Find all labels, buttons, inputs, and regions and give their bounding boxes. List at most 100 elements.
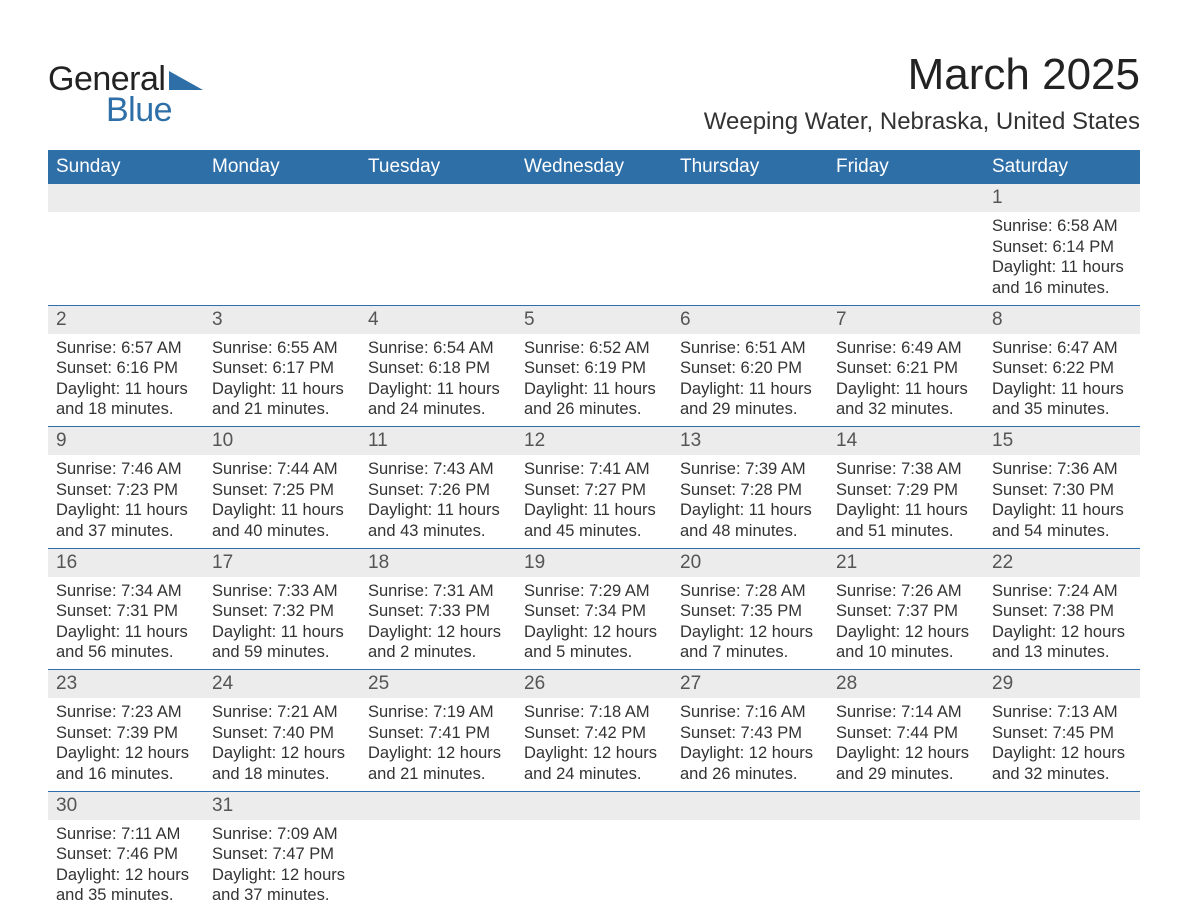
sunrise-line: Sunrise: 7:46 AM [56, 459, 198, 480]
day-number: 9 [56, 430, 67, 451]
day-number-cell: 25 [360, 670, 516, 699]
sunset-line: Sunset: 6:22 PM [992, 358, 1134, 379]
day-header-row: Sunday Monday Tuesday Wednesday Thursday… [48, 150, 1140, 184]
day-number-cell: 6 [672, 305, 828, 334]
sunset-line: Sunset: 7:23 PM [56, 480, 198, 501]
day-header: Monday [204, 150, 360, 184]
sunrise-line: Sunrise: 6:57 AM [56, 338, 198, 359]
daylight-line: Daylight: 12 hours and 29 minutes. [836, 743, 978, 784]
day-number: 19 [524, 552, 545, 573]
sunset-line: Sunset: 7:46 PM [56, 844, 198, 865]
day-details-cell [672, 212, 828, 305]
daylight-line: Daylight: 12 hours and 16 minutes. [56, 743, 198, 784]
day-number-cell [516, 791, 672, 820]
daylight-line: Daylight: 11 hours and 45 minutes. [524, 500, 666, 541]
day-number-cell: 30 [48, 791, 204, 820]
sunrise-line: Sunrise: 7:23 AM [56, 702, 198, 723]
daylight-line: Daylight: 11 hours and 18 minutes. [56, 379, 198, 420]
day-details-cell: Sunrise: 7:43 AMSunset: 7:26 PMDaylight:… [360, 455, 516, 548]
sunset-line: Sunset: 7:31 PM [56, 601, 198, 622]
day-details-cell: Sunrise: 7:23 AMSunset: 7:39 PMDaylight:… [48, 698, 204, 791]
day-details-cell: Sunrise: 7:34 AMSunset: 7:31 PMDaylight:… [48, 577, 204, 670]
day-number: 1 [992, 187, 1003, 208]
day-number: 24 [212, 673, 233, 694]
day-number-cell: 21 [828, 548, 984, 577]
sunset-line: Sunset: 7:33 PM [368, 601, 510, 622]
day-details-cell [516, 212, 672, 305]
daylight-line: Daylight: 11 hours and 59 minutes. [212, 622, 354, 663]
day-details-cell: Sunrise: 6:54 AMSunset: 6:18 PMDaylight:… [360, 334, 516, 427]
day-details-cell [672, 820, 828, 913]
daylight-line: Daylight: 12 hours and 7 minutes. [680, 622, 822, 663]
day-number-cell: 1 [984, 184, 1140, 212]
title-block: March 2025 Weeping Water, Nebraska, Unit… [704, 30, 1140, 136]
day-number-cell: 22 [984, 548, 1140, 577]
daylight-line: Daylight: 12 hours and 32 minutes. [992, 743, 1134, 784]
day-number-cell: 18 [360, 548, 516, 577]
day-number: 17 [212, 552, 233, 573]
day-number: 7 [836, 309, 847, 330]
sunset-line: Sunset: 7:25 PM [212, 480, 354, 501]
sunrise-line: Sunrise: 6:51 AM [680, 338, 822, 359]
sunrise-line: Sunrise: 7:31 AM [368, 581, 510, 602]
sunset-line: Sunset: 7:42 PM [524, 723, 666, 744]
day-details-cell: Sunrise: 7:24 AMSunset: 7:38 PMDaylight:… [984, 577, 1140, 670]
sunrise-line: Sunrise: 7:09 AM [212, 824, 354, 845]
sunrise-line: Sunrise: 7:26 AM [836, 581, 978, 602]
sunset-line: Sunset: 7:38 PM [992, 601, 1134, 622]
day-details-cell: Sunrise: 6:52 AMSunset: 6:19 PMDaylight:… [516, 334, 672, 427]
sunset-line: Sunset: 7:28 PM [680, 480, 822, 501]
day-details-cell: Sunrise: 7:14 AMSunset: 7:44 PMDaylight:… [828, 698, 984, 791]
day-details-cell [516, 820, 672, 913]
day-details-cell: Sunrise: 6:57 AMSunset: 6:16 PMDaylight:… [48, 334, 204, 427]
day-details-row: Sunrise: 7:46 AMSunset: 7:23 PM Daylight:… [48, 455, 1140, 548]
day-number-cell: 27 [672, 670, 828, 699]
day-details-row: Sunrise: 7:34 AMSunset: 7:31 PMDaylight:… [48, 577, 1140, 670]
sunrise-line: Sunrise: 7:21 AM [212, 702, 354, 723]
day-details-cell: Sunrise: 6:47 AMSunset: 6:22 PMDaylight:… [984, 334, 1140, 427]
sunrise-line: Sunrise: 6:58 AM [992, 216, 1134, 237]
day-number-cell: 12 [516, 427, 672, 456]
day-details-row: Sunrise: 7:23 AMSunset: 7:39 PMDaylight:… [48, 698, 1140, 791]
sunrise-line: Sunrise: 7:14 AM [836, 702, 978, 723]
sunset-line: Sunset: 7:39 PM [56, 723, 198, 744]
day-number-cell [48, 184, 204, 212]
daylight-line: Daylight: 11 hours and 32 minutes. [836, 379, 978, 420]
day-details-cell: Sunrise: 6:55 AMSunset: 6:17 PMDaylight:… [204, 334, 360, 427]
day-number: 3 [212, 309, 223, 330]
sunrise-line: Sunrise: 7:36 AM [992, 459, 1134, 480]
day-number-cell [984, 791, 1140, 820]
daylight-line: Daylight: 12 hours and 26 minutes. [680, 743, 822, 784]
day-details-cell: Sunrise: 7:18 AMSunset: 7:42 PMDaylight:… [516, 698, 672, 791]
day-number-cell [360, 184, 516, 212]
day-details-cell: Sunrise: 6:51 AMSunset: 6:20 PMDaylight:… [672, 334, 828, 427]
day-number-row: 9101112131415 [48, 427, 1140, 456]
day-number: 15 [992, 430, 1013, 451]
day-details-cell [48, 212, 204, 305]
sunrise-line: Sunrise: 7:29 AM [524, 581, 666, 602]
sunset-line: Sunset: 7:32 PM [212, 601, 354, 622]
day-number-cell: 24 [204, 670, 360, 699]
sunset-line: Sunset: 7:34 PM [524, 601, 666, 622]
day-number-cell: 10 [204, 427, 360, 456]
day-number-cell: 16 [48, 548, 204, 577]
sunrise-line: Sunrise: 7:28 AM [680, 581, 822, 602]
day-details-cell: Sunrise: 7:13 AMSunset: 7:45 PMDaylight:… [984, 698, 1140, 791]
day-number-cell: 9 [48, 427, 204, 456]
sunrise-line: Sunrise: 6:47 AM [992, 338, 1134, 359]
sunrise-line: Sunrise: 6:52 AM [524, 338, 666, 359]
daylight-line: Daylight: 11 hours and 51 minutes. [836, 500, 978, 541]
day-number: 22 [992, 552, 1013, 573]
day-header: Saturday [984, 150, 1140, 184]
day-details-cell: Sunrise: 7:28 AMSunset: 7:35 PMDaylight:… [672, 577, 828, 670]
daylight-line: Daylight: 12 hours and 21 minutes. [368, 743, 510, 784]
day-number-cell: 8 [984, 305, 1140, 334]
day-number: 16 [56, 552, 77, 573]
sunset-line: Sunset: 7:26 PM [368, 480, 510, 501]
day-number: 4 [368, 309, 379, 330]
day-number: 27 [680, 673, 701, 694]
sunset-line: Sunset: 6:21 PM [836, 358, 978, 379]
day-details-cell [828, 820, 984, 913]
day-number: 28 [836, 673, 857, 694]
day-number-row: 2345678 [48, 305, 1140, 334]
